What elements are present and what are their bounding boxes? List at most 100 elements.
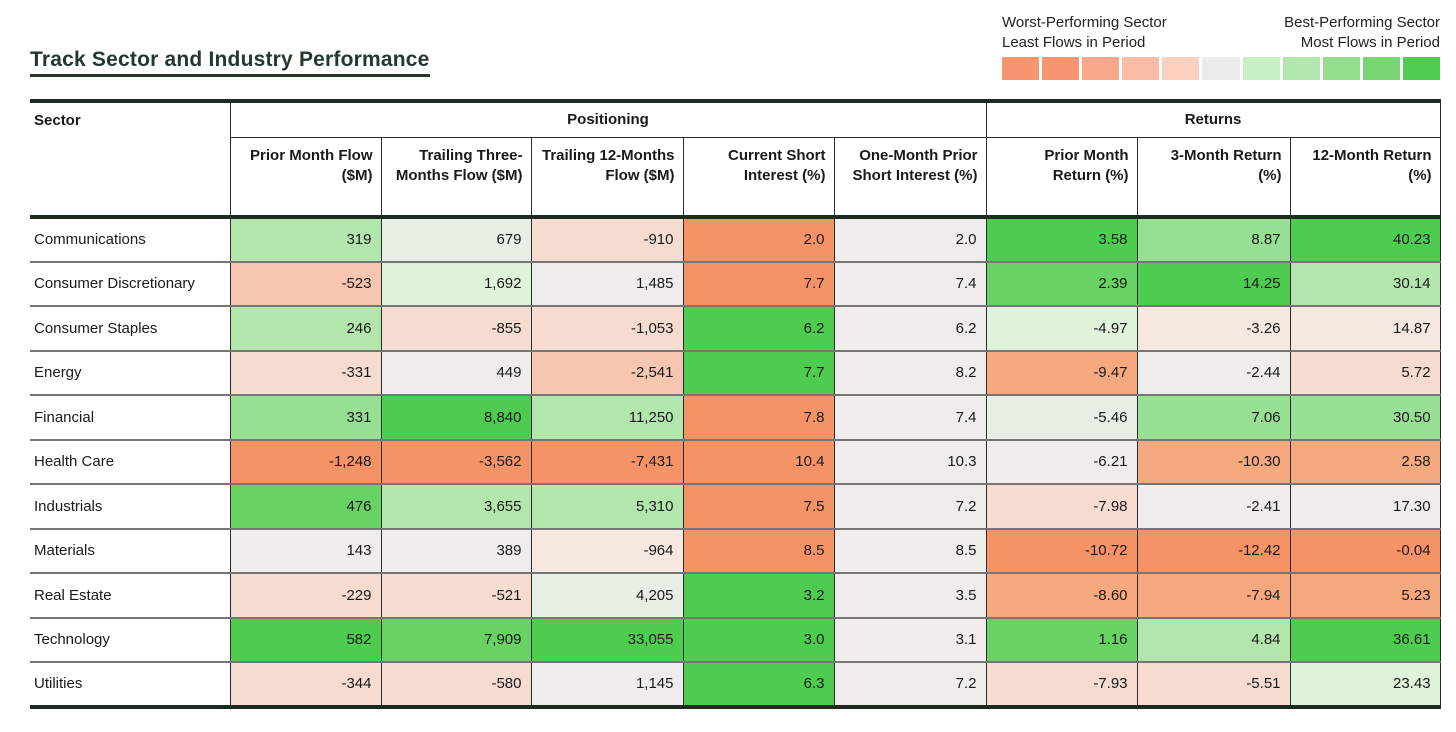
column-header-row: Prior Month Flow ($M) Trailing Three-Mont… [30, 137, 1441, 219]
data-cell: -3,562 [380, 438, 531, 484]
data-cell: -4.97 [985, 305, 1138, 351]
data-cell: 17.30 [1289, 483, 1441, 529]
data-cell: -344 [229, 661, 381, 709]
column-header-sector: Sector [30, 101, 231, 219]
column-header-3: Current Short Interest (%) [682, 137, 834, 219]
column-header-6: 3-Month Return (%) [1136, 137, 1291, 219]
table-row: Communications 319 679 -910 2.0 2.0 3.58 8.87 40… [30, 216, 1441, 262]
data-cell: -6.21 [985, 438, 1138, 484]
data-cell: -521 [380, 572, 531, 618]
data-cell: 2.0 [833, 216, 987, 262]
column-header-7: 12-Month Return (%) [1289, 137, 1441, 219]
data-cell: 1,145 [530, 661, 683, 709]
data-cell: 3,655 [380, 483, 531, 529]
table-row: Health Care -1,248 -3,562 -7,431 10.4 10.3 -6.… [30, 438, 1441, 484]
data-cell: 7.2 [833, 483, 987, 529]
legend-best-line2: Most Flows in Period [1300, 34, 1440, 52]
data-cell: 3.0 [682, 616, 834, 662]
data-cell: 5.23 [1289, 572, 1441, 618]
data-cell: 3.58 [985, 216, 1138, 262]
data-cell: 7.2 [833, 661, 987, 709]
data-cell: 5,310 [530, 483, 683, 529]
data-cell: 40.23 [1289, 216, 1441, 262]
data-cell: 246 [229, 305, 381, 351]
legend-swatch-10 [1402, 56, 1441, 80]
data-cell: 7.7 [682, 349, 834, 395]
data-cell: 7.06 [1136, 394, 1291, 440]
sector-name: Energy [30, 349, 230, 395]
table-row: Materials 143 389 -964 8.5 8.5 -10.72 -12.42 -0.… [30, 527, 1441, 573]
column-header-1: Trailing Three-Months Flow ($M) [380, 137, 531, 219]
legend-swatch-8 [1322, 56, 1360, 80]
data-cell: 582 [229, 616, 381, 662]
legend-swatch-3 [1122, 56, 1160, 80]
data-cell: -7.93 [985, 661, 1138, 709]
data-cell: 331 [229, 394, 381, 440]
data-cell: -964 [530, 527, 683, 573]
data-cell: 143 [229, 527, 381, 573]
data-cell: 319 [229, 216, 381, 262]
table-row: Industrials 476 3,655 5,310 7.5 7.2 -7.98 -2.41… [30, 483, 1441, 529]
data-cell: 7.4 [833, 394, 987, 440]
data-cell: 8.2 [833, 349, 987, 395]
data-cell: 6.2 [682, 305, 834, 351]
data-cell: -12.42 [1136, 527, 1291, 573]
data-cell: 389 [380, 527, 531, 573]
legend-worst-label: Worst-Performing Sector Least Flows in P… [1002, 13, 1167, 54]
group-header-returns: Returns [985, 101, 1441, 138]
data-cell: 6.3 [682, 661, 834, 709]
data-cell: 1,485 [530, 260, 683, 306]
data-cell: -910 [530, 216, 683, 262]
table-row: Technology 582 7,909 33,055 3.0 3.1 1.16 4.84 36… [30, 616, 1441, 662]
data-cell: 33,055 [530, 616, 683, 662]
sector-name: Materials [30, 527, 230, 573]
data-cell: 6.2 [833, 305, 987, 351]
data-cell: 14.87 [1289, 305, 1441, 351]
data-cell: 1,692 [380, 260, 531, 306]
heatmap-legend: Worst-Performing Sector Least Flows in P… [1002, 13, 1441, 80]
data-cell: 476 [229, 483, 381, 529]
legend-labels: Worst-Performing Sector Least Flows in P… [1002, 13, 1440, 54]
data-cell: -5.51 [1136, 661, 1291, 709]
sector-name: Financial [30, 394, 230, 440]
data-cell: 10.4 [682, 438, 834, 484]
legend-swatch-5 [1202, 56, 1240, 80]
data-cell: 2.58 [1289, 438, 1441, 484]
data-cell: -7,431 [530, 438, 683, 484]
table-row: Real Estate -229 -521 4,205 3.2 3.5 -8.60 -7.94… [30, 572, 1441, 618]
sector-name: Industrials [30, 483, 230, 529]
data-cell: -8.60 [985, 572, 1138, 618]
table-row: Consumer Discretionary -523 1,692 1,485 7.7 7… [30, 260, 1441, 306]
table-row: Consumer Staples 246 -855 -1,053 6.2 6.2 -4.97… [30, 305, 1441, 351]
data-cell: 7.4 [833, 260, 987, 306]
data-cell: -10.30 [1136, 438, 1291, 484]
data-cell: 8.87 [1136, 216, 1291, 262]
sector-name: Real Estate [30, 572, 230, 618]
data-cell: -7.94 [1136, 572, 1291, 618]
data-cell: 1.16 [985, 616, 1138, 662]
page-title: Track Sector and Industry Performance [30, 48, 430, 77]
column-header-4: One-Month Prior Short Interest (%) [833, 137, 987, 219]
data-cell: 8.5 [682, 527, 834, 573]
legend-gradient [1002, 56, 1441, 80]
data-cell: -3.26 [1136, 305, 1291, 351]
data-cell: -331 [229, 349, 381, 395]
data-cell: -5.46 [985, 394, 1138, 440]
data-cell: -0.04 [1289, 527, 1441, 573]
data-cell: -229 [229, 572, 381, 618]
table-row: Financial 331 8,840 11,250 7.8 7.4 -5.46 7.06 30… [30, 394, 1441, 440]
data-cell: 30.14 [1289, 260, 1441, 306]
data-cell: 449 [380, 349, 531, 395]
data-cell: -855 [380, 305, 531, 351]
data-cell: 2.39 [985, 260, 1138, 306]
legend-swatch-7 [1282, 56, 1320, 80]
data-cell: -7.98 [985, 483, 1138, 529]
data-cell: 679 [380, 216, 531, 262]
data-cell: 2.0 [682, 216, 834, 262]
column-header-5: Prior Month Return (%) [985, 137, 1138, 219]
table-row: Energy -331 449 -2,541 7.7 8.2 -9.47 -2.44 5.72 [30, 349, 1441, 395]
legend-swatch-4 [1162, 56, 1200, 80]
data-cell: 23.43 [1289, 661, 1441, 709]
data-cell: -2.44 [1136, 349, 1291, 395]
